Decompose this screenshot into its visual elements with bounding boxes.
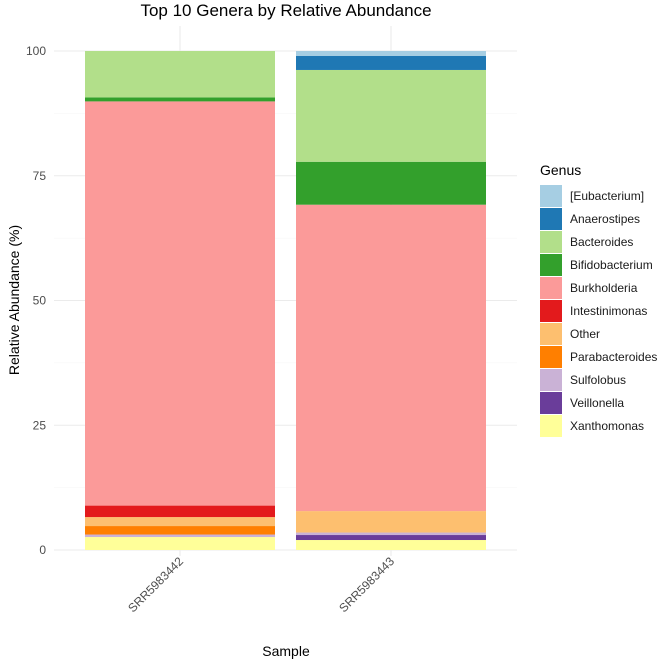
legend-key	[540, 392, 562, 414]
bar-segment-burkholderia	[85, 101, 275, 506]
legend-item-bacteroides: Bacteroides	[540, 231, 633, 253]
x-axis-ticks: SRR5983442 SRR5983443	[125, 554, 397, 615]
bar-segment-parabacteroides	[85, 526, 275, 535]
legend-item-xanthomonas: Xanthomonas	[540, 415, 644, 437]
legend-item-bifidobacterium: Bifidobacterium	[540, 254, 653, 276]
y-axis-title: Relative Abundance (%)	[6, 225, 22, 375]
legend-label: Sulfolobus	[570, 373, 626, 387]
chart-title: Top 10 Genera by Relative Abundance	[140, 1, 431, 20]
bar-stack-srr5983442	[85, 51, 275, 550]
legend-key	[540, 231, 562, 253]
legend-key	[540, 300, 562, 322]
bar-segment-sulfolobus	[85, 534, 275, 538]
legend-key	[540, 185, 562, 207]
bar-segment-bacteroides	[296, 69, 486, 162]
legend-label: Other	[570, 327, 600, 341]
legend-key	[540, 415, 562, 437]
bar-segment-burkholderia	[296, 204, 486, 512]
bar-segment-xanthomonas	[85, 537, 275, 550]
legend-key	[540, 277, 562, 299]
y-tick-label: 100	[26, 44, 46, 58]
legend-item-burkholderia: Burkholderia	[540, 277, 638, 299]
bar-segment-bacteroides	[85, 51, 275, 98]
bars	[85, 51, 486, 550]
bar-segment-other	[85, 517, 275, 527]
legend-label: Anaerostipes	[570, 212, 640, 226]
bar-segment-sulfolobus	[296, 532, 486, 536]
y-tick-label: 75	[33, 169, 47, 183]
bar-segment-xanthomonas	[296, 540, 486, 550]
legend-label: Parabacteroides	[570, 350, 657, 364]
legend-key	[540, 346, 562, 368]
legend-key	[540, 323, 562, 345]
legend-label: [Eubacterium]	[570, 189, 644, 203]
legend-title: Genus	[540, 162, 581, 178]
x-axis-title: Sample	[262, 643, 310, 659]
y-tick-label: 50	[33, 294, 47, 308]
y-axis-ticks: 0 25 50 75 100	[26, 44, 46, 557]
legend-item-veillonella: Veillonella	[540, 392, 624, 414]
legend-item-other: Other	[540, 323, 600, 345]
bar-segment-bifidobacterium	[85, 97, 275, 102]
bar-segment-intestinimonas	[85, 505, 275, 518]
legend-key	[540, 369, 562, 391]
bar-segment-other	[296, 511, 486, 533]
legend-label: Xanthomonas	[570, 419, 644, 433]
legend-key	[540, 254, 562, 276]
bar-stack-srr5983443	[296, 51, 486, 550]
bar-segment-bifidobacterium	[296, 161, 486, 205]
legend-key	[540, 208, 562, 230]
bar-segment-veillonella	[296, 535, 486, 541]
legend-label: Burkholderia	[570, 281, 638, 295]
legend-label: Intestinimonas	[570, 304, 647, 318]
legend-item-eubacterium: [Eubacterium]	[540, 185, 644, 207]
legend: Genus [Eubacterium] Anaerostipes Bacteroid…	[540, 162, 657, 437]
legend-item-anaerostipes: Anaerostipes	[540, 208, 640, 230]
y-tick-label: 0	[39, 543, 46, 557]
legend-item-parabacteroides: Parabacteroides	[540, 346, 657, 368]
legend-label: Bifidobacterium	[570, 258, 653, 272]
x-tick-label: SRR5983443	[336, 554, 397, 615]
x-tick-label: SRR5983442	[125, 554, 186, 615]
legend-item-sulfolobus: Sulfolobus	[540, 369, 626, 391]
bar-segment-anaerostipes	[296, 55, 486, 70]
y-tick-label: 25	[33, 418, 47, 432]
bar-segment-eubacterium	[296, 51, 486, 56]
legend-label: Bacteroides	[570, 235, 633, 249]
legend-item-intestinimonas: Intestinimonas	[540, 300, 647, 322]
legend-label: Veillonella	[570, 396, 624, 410]
